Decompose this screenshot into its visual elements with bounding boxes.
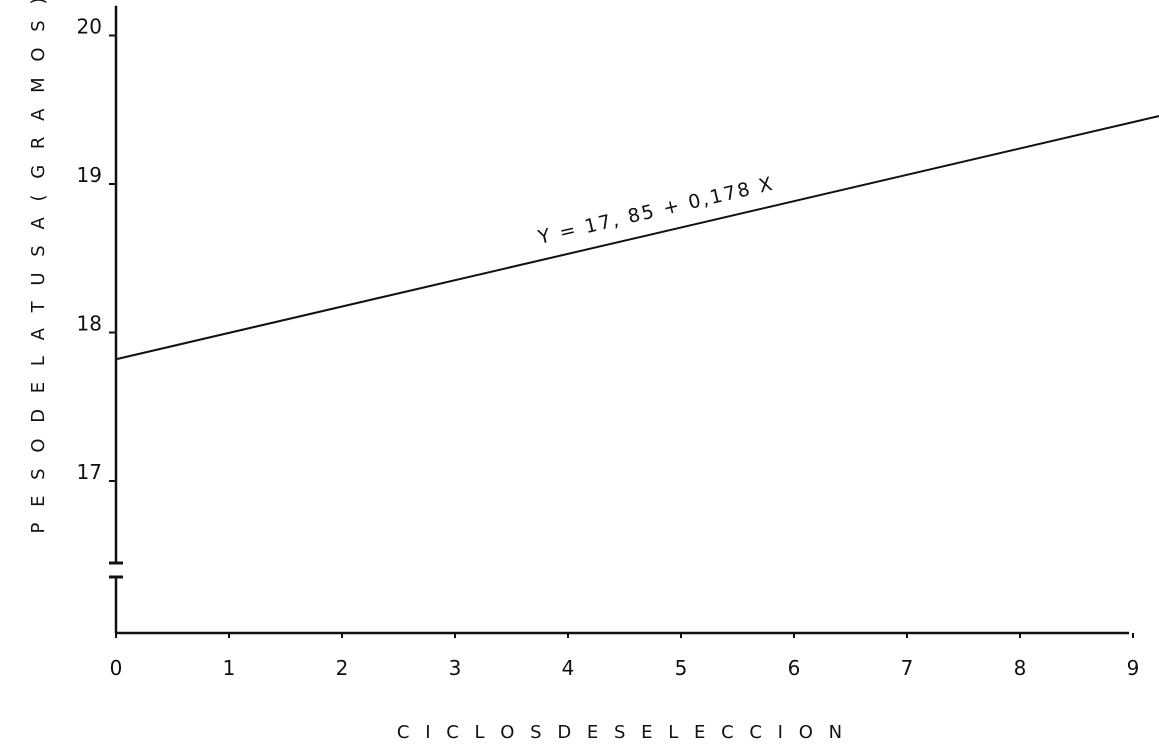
- y-tick-label: 17: [77, 460, 102, 484]
- x-tick-label: 4: [562, 656, 575, 680]
- x-tick-label: 0: [110, 656, 123, 680]
- x-tick-label: 9: [1127, 656, 1140, 680]
- y-tick-label: 19: [77, 163, 102, 187]
- y-axis-title: P E S O D E L A T U S A ( G R A M O S ): [28, 0, 49, 533]
- y-tick-label: 18: [77, 312, 102, 336]
- x-tick-label: 5: [675, 656, 688, 680]
- x-tick-label: 6: [788, 656, 801, 680]
- x-tick-label: 2: [336, 656, 349, 680]
- x-axis-title: C I C L O S D E S E L E C C I O N: [397, 722, 847, 743]
- regression-equation: Y = 17, 85 + 0,178 X: [535, 173, 776, 249]
- x-tick-label: 8: [1014, 656, 1027, 680]
- x-tick-label: 7: [901, 656, 914, 680]
- x-tick-label: 1: [223, 656, 236, 680]
- x-tick-label: 3: [449, 656, 462, 680]
- y-tick-label: 20: [77, 15, 102, 39]
- regression-line: [115, 115, 1159, 361]
